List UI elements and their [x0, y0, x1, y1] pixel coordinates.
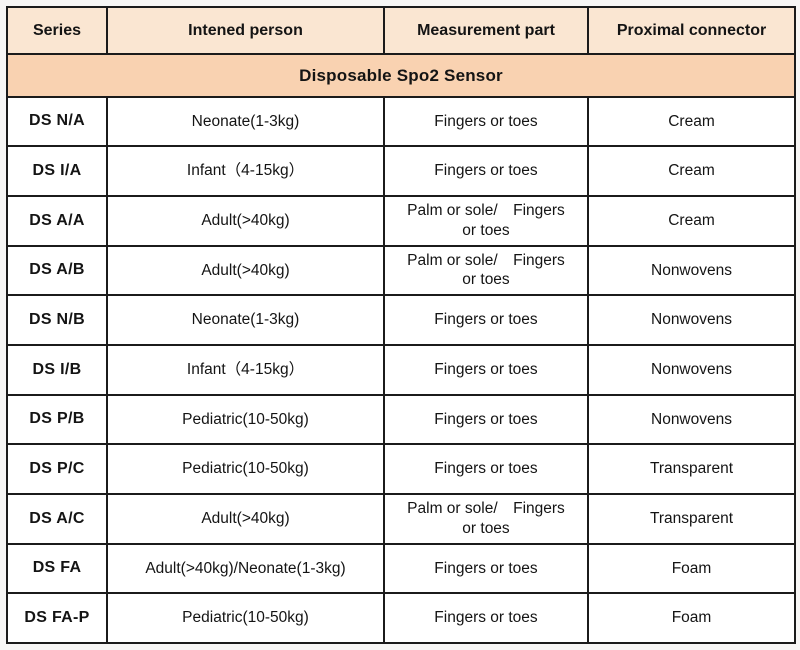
series-cell: DS FA — [6, 542, 108, 595]
person-cell: Neonate(1-3kg) — [106, 294, 385, 346]
table-row: DS I/A Infant（4-15kg） Fingers or toes Cr… — [6, 145, 796, 197]
table-row: DS P/B Pediatric(10-50kg) Fingers or toe… — [6, 393, 796, 446]
person-cell: Neonate(1-3kg) — [106, 95, 385, 148]
table-row: DS P/C Pediatric(10-50kg) Fingers or toe… — [6, 443, 796, 495]
header-row: Series Intened person Measurement part P… — [6, 6, 796, 55]
person-cell: Pediatric(10-50kg) — [106, 393, 385, 446]
table-header: Series Intened person Measurement part P… — [6, 6, 796, 55]
connector-cell: Nonwovens — [587, 343, 796, 396]
table-row: DS A/B Adult(>40kg) Palm or sole/ Finger… — [6, 244, 796, 297]
table-body: DS N/A Neonate(1-3kg) Fingers or toes Cr… — [6, 95, 796, 644]
part-cell: Fingers or toes — [383, 592, 589, 644]
part-cell: Fingers or toes — [383, 294, 589, 346]
connector-cell: Transparent — [587, 492, 796, 545]
connector-cell: Nonwovens — [587, 294, 796, 346]
part-cell: Fingers or toes — [383, 542, 589, 595]
spo2-sensor-table: Disposable Spo2 Sensor Series Intened pe… — [6, 6, 796, 644]
part-cell: Fingers or toes — [383, 393, 589, 446]
column-header-connector: Proximal connector — [587, 6, 796, 55]
part-cell: Palm or sole/ Fingers or toes — [383, 194, 589, 247]
series-cell: DS A/C — [6, 492, 108, 545]
table-row: DS A/C Adult(>40kg) Palm or sole/ Finger… — [6, 492, 796, 545]
connector-cell: Cream — [587, 145, 796, 197]
table-title: Disposable Spo2 Sensor — [6, 53, 796, 98]
series-cell: DS I/B — [6, 343, 108, 396]
column-header-part: Measurement part — [383, 6, 589, 55]
series-cell: DS P/B — [6, 393, 108, 446]
connector-cell: Cream — [587, 194, 796, 247]
part-cell: Fingers or toes — [383, 95, 589, 148]
column-header-person: Intened person — [106, 6, 385, 55]
column-header-series: Series — [6, 6, 108, 55]
table-row: DS N/B Neonate(1-3kg) Fingers or toes No… — [6, 294, 796, 346]
part-cell: Palm or sole/ Fingers or toes — [383, 492, 589, 545]
table-row: DS N/A Neonate(1-3kg) Fingers or toes Cr… — [6, 95, 796, 148]
series-cell: DS N/A — [6, 95, 108, 148]
table-row: DS I/B Infant（4-15kg） Fingers or toes No… — [6, 343, 796, 396]
person-cell: Adult(>40kg) — [106, 244, 385, 297]
connector-cell: Transparent — [587, 443, 796, 495]
person-cell: Infant（4-15kg） — [106, 145, 385, 197]
person-cell: Adult(>40kg) — [106, 194, 385, 247]
person-cell: Infant（4-15kg） — [106, 343, 385, 396]
connector-cell: Nonwovens — [587, 244, 796, 297]
connector-cell: Nonwovens — [587, 393, 796, 446]
series-cell: DS N/B — [6, 294, 108, 346]
part-cell: Fingers or toes — [383, 443, 589, 495]
series-cell: DS A/B — [6, 244, 108, 297]
person-cell: Adult(>40kg)/Neonate(1-3kg) — [106, 542, 385, 595]
connector-cell: Foam — [587, 592, 796, 644]
part-cell: Fingers or toes — [383, 145, 589, 197]
series-cell: DS A/A — [6, 194, 108, 247]
series-cell: DS FA-P — [6, 592, 108, 644]
person-cell: Adult(>40kg) — [106, 492, 385, 545]
person-cell: Pediatric(10-50kg) — [106, 443, 385, 495]
person-cell: Pediatric(10-50kg) — [106, 592, 385, 644]
part-cell: Fingers or toes — [383, 343, 589, 396]
connector-cell: Cream — [587, 95, 796, 148]
series-cell: DS P/C — [6, 443, 108, 495]
table-title-row: Disposable Spo2 Sensor — [6, 53, 796, 98]
spec-sheet: Disposable Spo2 Sensor Series Intened pe… — [6, 6, 796, 644]
part-cell: Palm or sole/ Fingers or toes — [383, 244, 589, 297]
connector-cell: Foam — [587, 542, 796, 595]
table-row: DS A/A Adult(>40kg) Palm or sole/ Finger… — [6, 194, 796, 247]
table-row: DS FA-P Pediatric(10-50kg) Fingers or to… — [6, 592, 796, 644]
table-row: DS FA Adult(>40kg)/Neonate(1-3kg) Finger… — [6, 542, 796, 595]
series-cell: DS I/A — [6, 145, 108, 197]
